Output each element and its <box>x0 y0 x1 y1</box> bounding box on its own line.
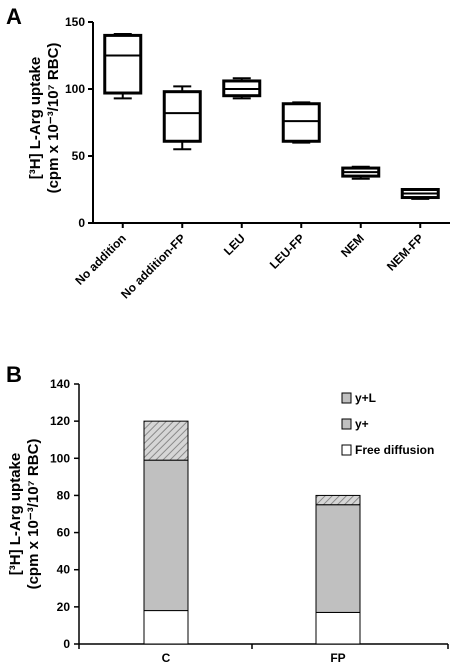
panel-a-ylabel-line1: [³H] L-Arg uptake <box>27 57 44 180</box>
panel-b-ytick-label: 0 <box>63 637 70 651</box>
panel-a-ytick-label: 150 <box>65 15 85 29</box>
panel-b-legend-swatch <box>341 392 352 404</box>
panel-b-plot: 0 20 40 60 80 100 120 140 C FP y+L y+ Free diffusion <box>50 377 449 665</box>
panel-a-xtick-label: LEU-FP <box>267 231 308 272</box>
panel-a-box <box>103 33 143 95</box>
panel-a-ytick-label: 50 <box>72 149 86 163</box>
panel-b-xtick-label: FP <box>330 651 345 665</box>
panel-b-legend-swatch <box>341 444 352 456</box>
panel-a-xtick-label: No addition-FP <box>118 231 188 301</box>
panel-b-ytick-label: 100 <box>50 451 70 465</box>
panel-b-legend-label: Free diffusion <box>355 443 434 457</box>
panel-b-ytick-label: 40 <box>57 563 71 577</box>
panel-b-bar-y-l <box>315 494 361 506</box>
panel-a-ytick-label: 100 <box>65 82 85 96</box>
panel-b-legend-swatch <box>341 418 352 430</box>
panel-a-ylabel-line2: (cpm x 10⁻³/10⁷ RBC) <box>45 43 62 194</box>
panel-b-ylabel-line2: (cpm x 10⁻³/10⁷ RBC) <box>25 439 42 590</box>
panel-b-ytick-label: 140 <box>50 377 70 391</box>
panel-b-bar-y-l <box>143 420 189 461</box>
panel-a-xtick-label: No addition <box>72 231 129 288</box>
panel-b-bar-free-diffusion <box>143 610 189 645</box>
panel-a-xtick-label: NEM-FP <box>384 231 426 273</box>
panel-a-xtick-label: LEU <box>221 231 248 258</box>
panel-a-box <box>162 90 202 143</box>
panel-b-legend-label: y+L <box>355 391 376 405</box>
panel-b-ytick-label: 80 <box>57 488 71 502</box>
panel-a-box <box>281 102 321 143</box>
panel-b-legend-label: y+ <box>355 417 369 431</box>
panel-b-xtick-label: C <box>162 651 171 665</box>
panel-a-xtick-label: NEM <box>338 231 367 260</box>
panel-b-bar-free-diffusion <box>315 611 361 645</box>
panel-b-bar-y- <box>315 504 361 613</box>
panel-b-ytick-label: 120 <box>50 414 70 428</box>
panel-a-letter: A <box>6 4 22 29</box>
panel-b-bar-y- <box>143 459 189 612</box>
panel-b-letter: B <box>6 362 22 387</box>
panel-b-ylabel-line1: [³H] L-Arg uptake <box>7 453 24 576</box>
panel-a-ytick-label: 0 <box>78 216 85 230</box>
panel-b-ytick-label: 60 <box>57 526 71 540</box>
panel-b-ytick-label: 20 <box>57 600 71 614</box>
